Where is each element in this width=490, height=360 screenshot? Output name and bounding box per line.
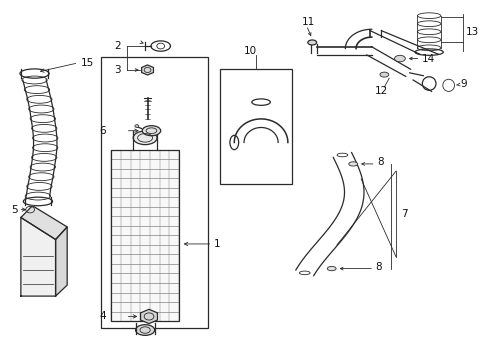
Text: 6: 6 <box>99 126 106 136</box>
Text: 3: 3 <box>115 65 121 75</box>
Text: 10: 10 <box>245 46 257 57</box>
Bar <box>111 150 179 321</box>
Ellipse shape <box>133 131 157 145</box>
Ellipse shape <box>136 325 155 336</box>
Text: 11: 11 <box>301 17 315 27</box>
Ellipse shape <box>142 126 161 136</box>
Text: 14: 14 <box>422 54 435 64</box>
Text: 7: 7 <box>401 209 408 219</box>
Bar <box>220 69 292 184</box>
Text: 1: 1 <box>214 239 221 249</box>
Ellipse shape <box>308 40 317 45</box>
Ellipse shape <box>327 266 336 271</box>
Text: 8: 8 <box>377 157 384 167</box>
Polygon shape <box>21 206 67 239</box>
Text: 9: 9 <box>461 79 467 89</box>
Text: 13: 13 <box>466 27 479 37</box>
Bar <box>111 150 179 321</box>
Text: 8: 8 <box>375 262 382 272</box>
Text: 12: 12 <box>375 86 389 96</box>
Text: 5: 5 <box>11 204 18 215</box>
Polygon shape <box>21 217 55 296</box>
Text: 4: 4 <box>99 311 106 321</box>
Bar <box>101 57 208 328</box>
Ellipse shape <box>349 162 358 166</box>
Polygon shape <box>55 227 67 296</box>
Text: 15: 15 <box>81 58 94 68</box>
Ellipse shape <box>380 72 389 77</box>
Text: 2: 2 <box>115 41 121 51</box>
Ellipse shape <box>394 55 405 62</box>
Circle shape <box>135 125 139 127</box>
